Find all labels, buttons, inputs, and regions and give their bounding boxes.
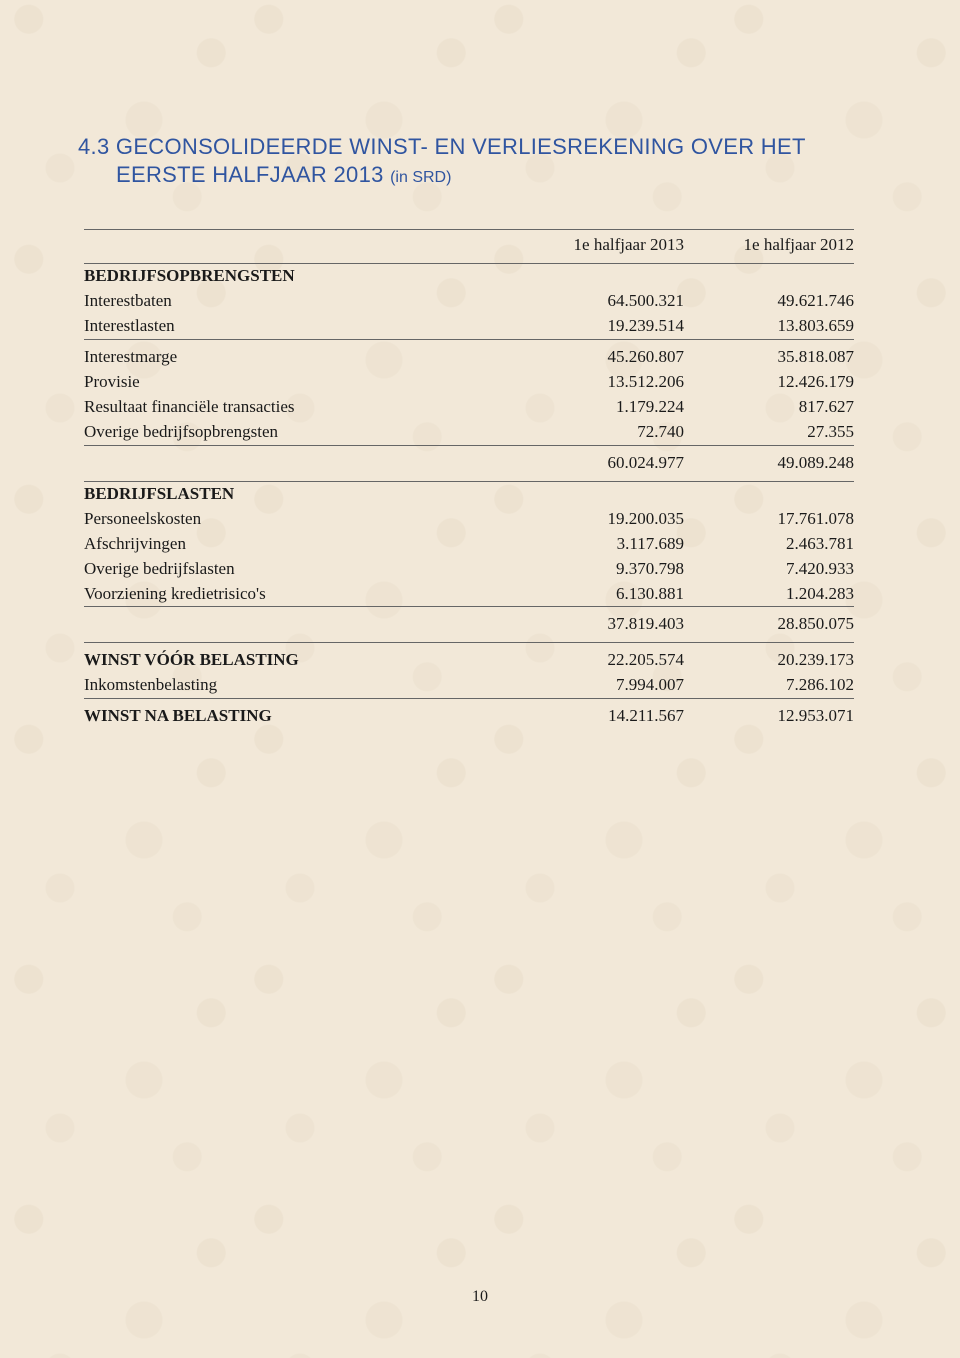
heading-parenthetical: (in SRD) bbox=[390, 169, 451, 186]
row-value-2013: 9.370.798 bbox=[514, 557, 684, 582]
row-label: Inkomstenbelasting bbox=[84, 673, 514, 698]
table-row: Interestlasten 19.239.514 13.803.659 bbox=[84, 314, 854, 339]
row-label: Afschrijvingen bbox=[84, 532, 514, 557]
row-value-2012: 12.953.071 bbox=[684, 699, 854, 729]
row-value-2012: 7.286.102 bbox=[684, 673, 854, 698]
row-value-2013: 7.994.007 bbox=[514, 673, 684, 698]
row-value-2013: 19.200.035 bbox=[514, 507, 684, 532]
row-label: Overige bedrijfslasten bbox=[84, 557, 514, 582]
table-row: Voorziening kredietrisico's 6.130.881 1.… bbox=[84, 582, 854, 607]
table-row: Personeelskosten 19.200.035 17.761.078 bbox=[84, 507, 854, 532]
row-label: Overige bedrijfsopbrengsten bbox=[84, 420, 514, 445]
row-value-2012: 35.818.087 bbox=[684, 340, 854, 370]
row-value-2013: 13.512.206 bbox=[514, 370, 684, 395]
row-value-2013: 3.117.689 bbox=[514, 532, 684, 557]
row-label: WINST NA BELASTING bbox=[84, 699, 514, 729]
page-content: 4.3 GECONSOLIDEERDE WINST- EN VERLIESREK… bbox=[0, 0, 960, 769]
row-value-2013: 45.260.807 bbox=[514, 340, 684, 370]
subtotal-2012: 28.850.075 bbox=[684, 607, 854, 643]
table-row: Inkomstenbelasting 7.994.007 7.286.102 bbox=[84, 673, 854, 698]
table-row: Provisie 13.512.206 12.426.179 bbox=[84, 370, 854, 395]
subtotal-2013: 60.024.977 bbox=[514, 445, 684, 481]
section-heading: 4.3 GECONSOLIDEERDE WINST- EN VERLIESREK… bbox=[78, 133, 860, 189]
heading-line1: GECONSOLIDEERDE WINST- EN VERLIESREKENIN… bbox=[116, 134, 806, 159]
row-value-2012: 20.239.173 bbox=[684, 643, 854, 673]
winst-voor-belasting-row: WINST VÓÓR BELASTING 22.205.574 20.239.1… bbox=[84, 643, 854, 673]
table-header-row: 1e halfjaar 2013 1e halfjaar 2012 bbox=[84, 230, 854, 264]
section-bedrijfslasten-head: BEDRIJFSLASTEN bbox=[84, 481, 854, 506]
table-row: Interestmarge 45.260.807 35.818.087 bbox=[84, 340, 854, 370]
row-value-2012: 1.204.283 bbox=[684, 582, 854, 607]
row-label: Interestlasten bbox=[84, 314, 514, 339]
row-value-2013: 64.500.321 bbox=[514, 289, 684, 314]
page-number: 10 bbox=[0, 1288, 960, 1306]
row-value-2013: 14.211.567 bbox=[514, 699, 684, 729]
row-label: Personeelskosten bbox=[84, 507, 514, 532]
table-row: Resultaat financiële transacties 1.179.2… bbox=[84, 395, 854, 420]
row-value-2013: 22.205.574 bbox=[514, 643, 684, 673]
table-row: Overige bedrijfslasten 9.370.798 7.420.9… bbox=[84, 557, 854, 582]
income-statement-table: 1e halfjaar 2013 1e halfjaar 2012 BEDRIJ… bbox=[84, 229, 854, 729]
heading-line2: EERSTE HALFJAAR 2013 bbox=[116, 162, 384, 187]
row-value-2012: 12.426.179 bbox=[684, 370, 854, 395]
section-bedrijfsopbrengsten-head: BEDRIJFSOPBRENGSTEN bbox=[84, 264, 854, 289]
row-label: Resultaat financiële transacties bbox=[84, 395, 514, 420]
table-row: Afschrijvingen 3.117.689 2.463.781 bbox=[84, 532, 854, 557]
row-value-2013: 1.179.224 bbox=[514, 395, 684, 420]
subtotal-row: 60.024.977 49.089.248 bbox=[84, 445, 854, 481]
row-value-2013: 19.239.514 bbox=[514, 314, 684, 339]
table-row: Interestbaten 64.500.321 49.621.746 bbox=[84, 289, 854, 314]
subtotal-row: 37.819.403 28.850.075 bbox=[84, 607, 854, 643]
winst-na-belasting-row: WINST NA BELASTING 14.211.567 12.953.071 bbox=[84, 699, 854, 729]
row-label: WINST VÓÓR BELASTING bbox=[84, 643, 514, 673]
row-label: Interestbaten bbox=[84, 289, 514, 314]
row-value-2013: 6.130.881 bbox=[514, 582, 684, 607]
subtotal-2012: 49.089.248 bbox=[684, 445, 854, 481]
row-label: Provisie bbox=[84, 370, 514, 395]
row-value-2012: 49.621.746 bbox=[684, 289, 854, 314]
row-value-2012: 817.627 bbox=[684, 395, 854, 420]
column-header-2012: 1e halfjaar 2012 bbox=[684, 230, 854, 264]
row-value-2013: 72.740 bbox=[514, 420, 684, 445]
subtotal-2013: 37.819.403 bbox=[514, 607, 684, 643]
table-row: Overige bedrijfsopbrengsten 72.740 27.35… bbox=[84, 420, 854, 445]
row-value-2012: 13.803.659 bbox=[684, 314, 854, 339]
row-label: Voorziening kredietrisico's bbox=[84, 582, 514, 607]
row-label: Interestmarge bbox=[84, 340, 514, 370]
row-value-2012: 17.761.078 bbox=[684, 507, 854, 532]
column-header-2013: 1e halfjaar 2013 bbox=[514, 230, 684, 264]
row-value-2012: 27.355 bbox=[684, 420, 854, 445]
section-label: BEDRIJFSOPBRENGSTEN bbox=[84, 264, 514, 289]
section-label: BEDRIJFSLASTEN bbox=[84, 481, 514, 506]
row-value-2012: 2.463.781 bbox=[684, 532, 854, 557]
row-value-2012: 7.420.933 bbox=[684, 557, 854, 582]
heading-number: 4.3 bbox=[78, 134, 109, 159]
